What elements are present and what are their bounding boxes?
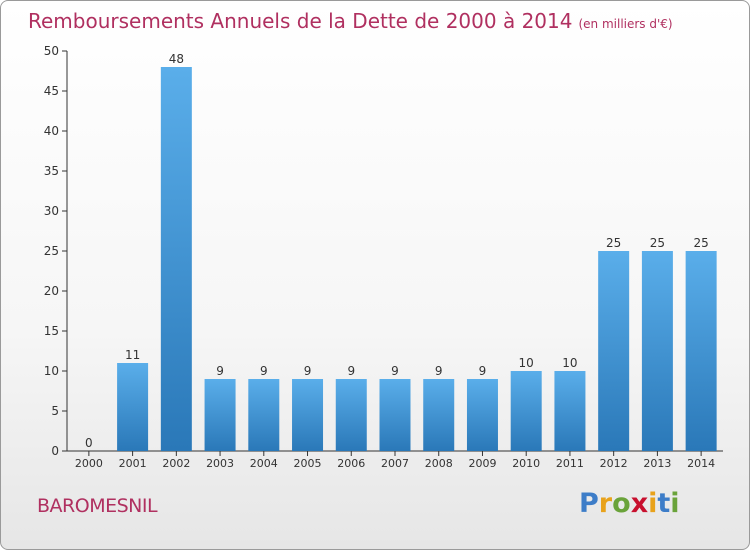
y-tick-label: 40 [44, 124, 59, 138]
bar [685, 251, 717, 451]
bar-value-label: 0 [85, 436, 93, 450]
bar-value-label: 9 [391, 364, 399, 378]
chart-bars [117, 67, 717, 451]
bar [379, 379, 411, 451]
y-tick-label: 25 [44, 244, 59, 258]
bar-value-label: 9 [304, 364, 312, 378]
y-tick-label: 50 [44, 44, 59, 58]
bar-value-label: 10 [519, 356, 534, 370]
bar [335, 379, 367, 451]
location-name: BAROMESNIL [37, 495, 158, 517]
bar-value-label: 11 [125, 348, 140, 362]
bar-value-label: 25 [606, 236, 621, 250]
bar [554, 371, 586, 451]
bar-value-label: 10 [562, 356, 577, 370]
bar [641, 251, 673, 451]
bar [248, 379, 280, 451]
bar [423, 379, 455, 451]
logo-letter: t [657, 488, 671, 519]
logo-letter: P [579, 488, 599, 519]
x-tick-label: 2005 [294, 457, 322, 470]
proxiti-logo: Proxiti [579, 488, 680, 519]
x-tick-label: 2011 [556, 457, 584, 470]
x-tick-label: 2014 [687, 457, 715, 470]
bar [160, 67, 192, 451]
bar-value-label: 9 [347, 364, 355, 378]
x-tick-label: 2007 [381, 457, 409, 470]
bar-value-label: 9 [216, 364, 224, 378]
bar [204, 379, 236, 451]
x-tick-label: 2009 [468, 457, 496, 470]
y-tick-label: 5 [51, 404, 59, 418]
bar-value-label: 25 [693, 236, 708, 250]
bar [466, 379, 498, 451]
x-tick-label: 2006 [337, 457, 365, 470]
logo-letter: o [612, 488, 631, 519]
bar-value-label: 9 [435, 364, 443, 378]
y-tick-label: 10 [44, 364, 59, 378]
x-tick-label: 2003 [206, 457, 234, 470]
chart-title-text: Remboursements Annuels de la Dette de 20… [28, 9, 573, 33]
logo-letter: i [648, 488, 658, 519]
chart-axes: 0 5 10 15 20 25 30 35 40 45 50 2000 2001 2002 2003 2004… [44, 44, 723, 470]
y-tick-label: 0 [51, 444, 59, 458]
chart-title: Remboursements Annuels de la Dette de 20… [28, 9, 673, 33]
x-tick-label: 2000 [75, 457, 103, 470]
bar [292, 379, 324, 451]
bar-value-label: 48 [169, 52, 184, 66]
x-tick-label: 2013 [643, 457, 671, 470]
y-tick-label: 15 [44, 324, 59, 338]
chart-data-labels: 0 11 48 9 9 9 9 9 9 9 10 10 25 25 25 [85, 52, 709, 450]
x-tick-label: 2008 [425, 457, 453, 470]
x-tick-label: 2001 [119, 457, 147, 470]
y-tick-label: 45 [44, 84, 59, 98]
x-tick-label: 2010 [512, 457, 540, 470]
x-tick-label: 2002 [162, 457, 190, 470]
y-tick-label: 30 [44, 204, 59, 218]
x-tick-label: 2004 [250, 457, 278, 470]
bar-value-label: 25 [650, 236, 665, 250]
y-tick-label: 20 [44, 284, 59, 298]
bar-value-label: 9 [479, 364, 487, 378]
y-tick-label: 35 [44, 164, 59, 178]
logo-letter: r [598, 488, 613, 519]
bar [598, 251, 630, 451]
chart-title-unit: (en milliers d'€) [578, 17, 673, 31]
bar-value-label: 9 [260, 364, 268, 378]
logo-letter: x [630, 488, 649, 519]
logo-letter: i [670, 488, 680, 519]
bar [117, 363, 149, 451]
bar [510, 371, 542, 451]
x-tick-label: 2012 [600, 457, 628, 470]
